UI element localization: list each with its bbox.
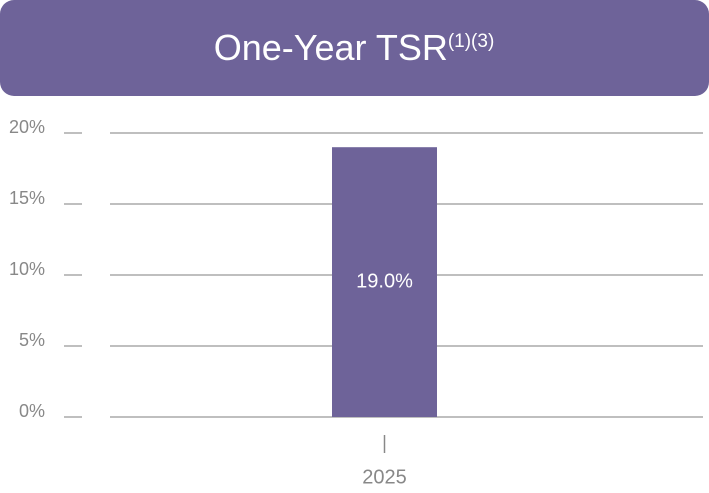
y-tick-label: 15% xyxy=(9,188,45,208)
x-tick-label: 2025 xyxy=(362,466,407,488)
title-banner xyxy=(0,0,709,96)
y-tick-label: 20% xyxy=(9,117,45,137)
y-tick-label: 0% xyxy=(19,401,45,421)
y-tick-label: 5% xyxy=(19,330,45,350)
bar xyxy=(332,147,437,417)
chart-title: One-Year TSR(1)(3) xyxy=(214,27,495,68)
data-label: 19.0% xyxy=(356,270,413,292)
title-superscript: (1)(3) xyxy=(448,31,494,52)
y-tick-label: 10% xyxy=(9,259,45,279)
title-text: One-Year TSR xyxy=(214,27,448,68)
